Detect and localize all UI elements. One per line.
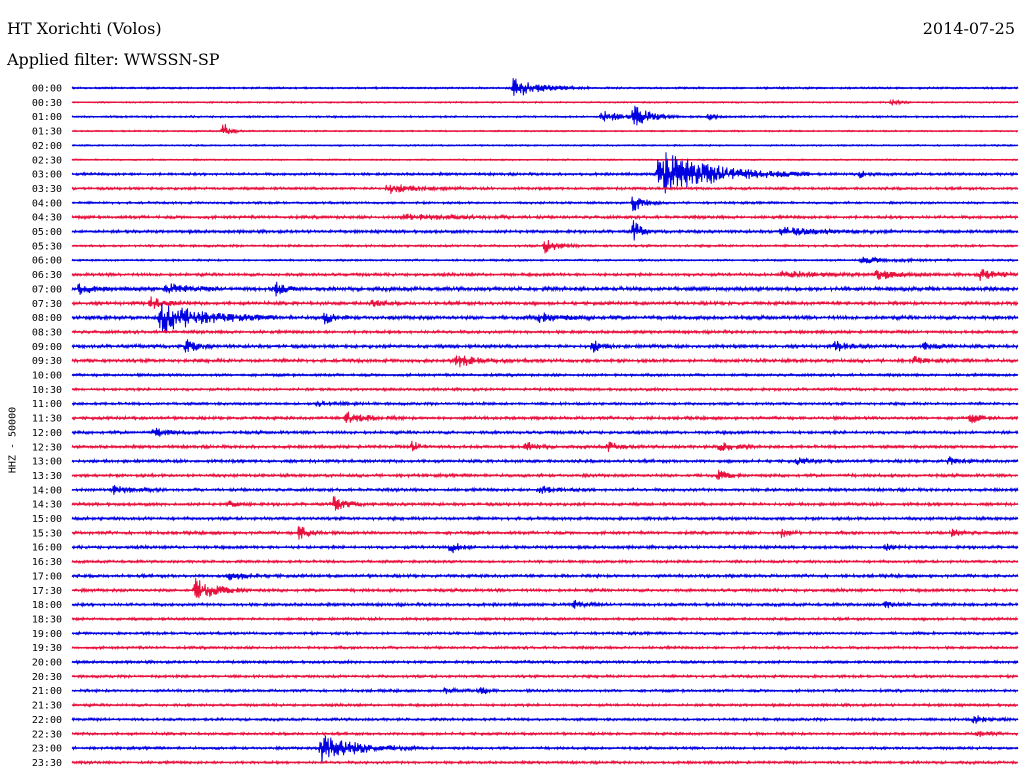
trace-line [71, 735, 1019, 763]
row-label: 23:00 [32, 744, 62, 755]
row-label: 12:00 [32, 428, 62, 439]
row-label: 02:00 [32, 141, 62, 152]
date-label: 2014-07-25 [922, 19, 1015, 38]
trace-line [71, 220, 1019, 241]
row-label: 02:30 [32, 155, 62, 166]
row-label: 15:00 [32, 514, 62, 525]
row-label: 00:00 [32, 84, 62, 95]
row-label: 09:00 [32, 342, 62, 353]
row-label: 16:30 [32, 557, 62, 568]
row-label: 14:30 [32, 500, 62, 511]
row-label: 01:30 [32, 127, 62, 138]
row-label: 18:00 [32, 600, 62, 611]
trace-line [71, 572, 1019, 581]
row-label: 13:30 [32, 471, 62, 482]
row-label: 21:30 [32, 701, 62, 712]
row-label: 00:30 [32, 98, 62, 109]
row-label: 08:30 [32, 327, 62, 338]
row-label: 17:30 [32, 586, 62, 597]
trace-line [71, 577, 1019, 599]
row-label: 08:00 [32, 313, 62, 324]
row-label: 21:00 [32, 686, 62, 697]
row-label: 05:00 [32, 227, 62, 238]
row-label: 17:00 [32, 571, 62, 582]
row-label: 07:00 [32, 284, 62, 295]
row-label: 20:30 [32, 672, 62, 683]
row-label: 22:00 [32, 715, 62, 726]
row-label: 04:30 [32, 213, 62, 224]
row-label: 10:00 [32, 371, 62, 382]
row-label: 22:30 [32, 729, 62, 740]
row-label: 12:30 [32, 442, 62, 453]
traces [71, 78, 1019, 766]
trace-line [71, 124, 1019, 135]
row-label: 03:00 [32, 170, 62, 181]
filter-label: Applied filter: WWSSN-SP [7, 50, 220, 69]
row-label: 11:00 [32, 399, 62, 410]
row-label: 04:00 [32, 198, 62, 209]
row-label: 10:30 [32, 385, 62, 396]
trace-line [71, 543, 1019, 554]
row-label: 15:30 [32, 528, 62, 539]
row-label: 01:00 [32, 112, 62, 123]
trace-line [71, 239, 1019, 254]
trace-line [71, 196, 1019, 212]
row-label: 23:30 [32, 758, 62, 769]
row-label: 11:30 [32, 414, 62, 425]
row-label: 16:00 [32, 543, 62, 554]
station-title: HT Xorichti (Volos) [7, 19, 162, 38]
row-label: 03:30 [32, 184, 62, 195]
row-labels: 00:00 00:30 01:00 01:30 02:00 02:30 03:00 03:30… [32, 84, 62, 769]
trace-line [71, 78, 1019, 96]
row-label: 20:00 [32, 658, 62, 669]
row-label: 06:00 [32, 256, 62, 267]
row-label: 07:30 [32, 299, 62, 310]
row-label: 13:00 [32, 457, 62, 468]
trace-line [71, 152, 1019, 194]
row-label: 06:30 [32, 270, 62, 281]
row-label: 14:00 [32, 485, 62, 496]
row-label: 05:30 [32, 241, 62, 252]
row-label: 19:00 [32, 629, 62, 640]
row-label: 09:30 [32, 356, 62, 367]
row-label: 18:30 [32, 614, 62, 625]
trace-line [71, 105, 1019, 126]
row-label: 19:30 [32, 643, 62, 654]
